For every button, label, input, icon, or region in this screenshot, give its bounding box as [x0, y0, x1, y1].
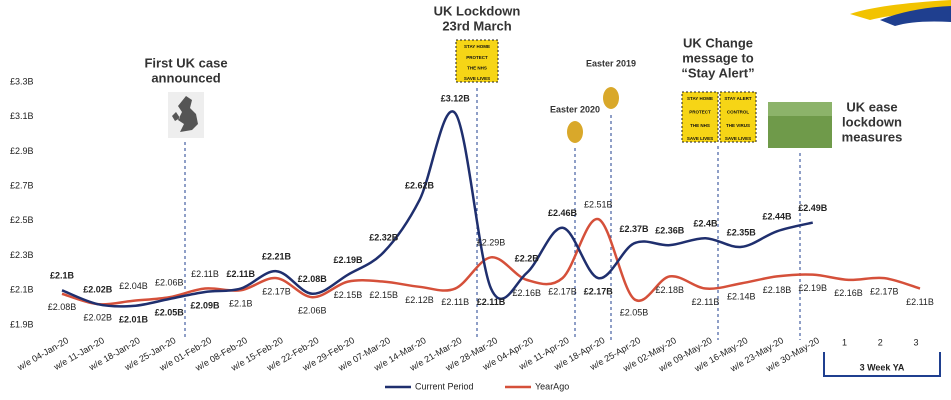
data-label: £2.12B: [405, 295, 434, 305]
data-label: £2.51B: [584, 199, 613, 209]
sign: [719, 91, 757, 143]
annotation-text: announced: [151, 70, 220, 85]
bracket-label: 3 Week YA: [860, 362, 905, 372]
data-label: £2.11B: [226, 269, 255, 279]
data-label: £2.08B: [48, 302, 77, 312]
sign-text: CONTROL: [727, 110, 749, 115]
annotation-text: Easter 2019: [586, 58, 636, 68]
sign-text: SAVE LIVES: [687, 136, 713, 141]
sign-text: SAVE LIVES: [725, 136, 751, 141]
data-label: £2.02B: [83, 313, 112, 323]
annotation-text: UK Lockdown: [434, 3, 521, 18]
x-tick-label: 2: [878, 337, 883, 347]
data-label: £2.16B: [834, 288, 863, 298]
y-tick-label: £3.3B: [10, 76, 34, 86]
data-label: £2.62B: [405, 180, 435, 190]
data-label: £2.17B: [870, 287, 899, 297]
annotation-text: UK Change: [683, 35, 753, 50]
annotation-text: lockdown: [842, 114, 902, 129]
sign: [681, 91, 719, 143]
x-tick-label: 3: [913, 337, 918, 347]
sign-text: STAY HOME: [464, 44, 490, 49]
data-label: £2.15B: [369, 290, 398, 300]
egg-icon: [567, 121, 583, 143]
data-label: £2.16B: [512, 288, 541, 298]
data-label: £2.35B: [727, 227, 757, 237]
data-label: £2.11B: [477, 297, 506, 307]
annotation-text: 23rd March: [442, 18, 511, 33]
bracket: [823, 352, 941, 377]
data-label: £2.44B: [762, 212, 792, 222]
y-tick-label: £1.9B: [10, 319, 34, 329]
annotation-text: measures: [842, 129, 903, 144]
data-label: £2.05B: [155, 307, 185, 317]
data-label: £2.36B: [655, 226, 685, 236]
data-label: £2.11B: [692, 297, 720, 307]
data-label: £2.21B: [262, 252, 292, 262]
data-label: £2.2B: [515, 253, 540, 263]
y-tick-label: £2.5B: [10, 215, 34, 225]
data-label: £2.17B: [262, 287, 291, 297]
data-label: £2.18B: [655, 285, 684, 295]
sign-text: THE NHS: [467, 66, 487, 71]
data-label: £2.37B: [619, 224, 649, 234]
sign-text: STAY HOME: [687, 96, 713, 101]
data-label: £2.11B: [906, 297, 934, 307]
egg-icon: [603, 87, 619, 109]
series-line: [61, 110, 814, 308]
annotation-text: UK ease: [846, 99, 897, 114]
data-label: £2.11B: [191, 269, 219, 279]
data-label: £2.08B: [298, 274, 328, 284]
sign-text: PROTECT: [689, 110, 711, 115]
annotation-text: message to: [682, 50, 754, 65]
data-label: £2.19B: [798, 283, 827, 293]
data-label: £2.1B: [229, 299, 253, 309]
logo: [880, 6, 951, 26]
map-shape: [172, 96, 198, 132]
sign: [455, 39, 499, 83]
data-label: £2.02B: [83, 285, 113, 295]
logo: [850, 0, 951, 20]
sign-text: THE VIRUS: [726, 123, 750, 128]
sign-text: THE NHS: [690, 123, 710, 128]
data-label: £2.17B: [548, 287, 577, 297]
data-label: £2.11B: [441, 297, 469, 307]
data-label: £2.06B: [298, 306, 327, 316]
data-label: £2.09B: [190, 300, 220, 310]
data-label: £2.49B: [798, 203, 828, 213]
data-label: £2.19B: [333, 255, 363, 265]
x-tick-label: 1: [842, 337, 847, 347]
data-label: £2.32B: [369, 232, 399, 242]
y-tick-label: £2.3B: [10, 250, 34, 260]
data-label: £2.18B: [763, 285, 792, 295]
sign-text: PROTECT: [466, 55, 488, 60]
legend-label: Current Period: [415, 381, 474, 391]
data-label: £2.1B: [50, 271, 75, 281]
data-label: £2.05B: [620, 307, 649, 317]
annotation-text: “Stay Alert”: [681, 65, 754, 80]
annotation-text: First UK case: [144, 55, 227, 70]
data-label: £2.29B: [477, 238, 506, 248]
data-label: £2.46B: [548, 208, 578, 218]
sign-text: STAY ALERT: [724, 96, 752, 101]
data-label: £2.04B: [119, 281, 148, 291]
legend-label: YearAgo: [535, 381, 569, 391]
data-label: £2.17B: [584, 287, 614, 297]
y-tick-label: £2.9B: [10, 146, 34, 156]
data-label: £2.14B: [727, 292, 756, 302]
photo-sky: [768, 102, 832, 116]
data-label: £3.12B: [441, 94, 471, 104]
annotation-text: Easter 2020: [550, 104, 600, 114]
series-line: [61, 217, 921, 306]
data-label: £2.15B: [334, 290, 363, 300]
y-tick-label: £2.7B: [10, 181, 34, 191]
data-label: £2.06B: [155, 278, 184, 288]
y-tick-label: £3.1B: [10, 111, 34, 121]
sign-text: SAVE LIVES: [464, 76, 490, 81]
y-tick-label: £2.1B: [10, 285, 34, 295]
data-label: £2.01B: [119, 314, 149, 324]
data-label: £2.4B: [693, 219, 718, 229]
